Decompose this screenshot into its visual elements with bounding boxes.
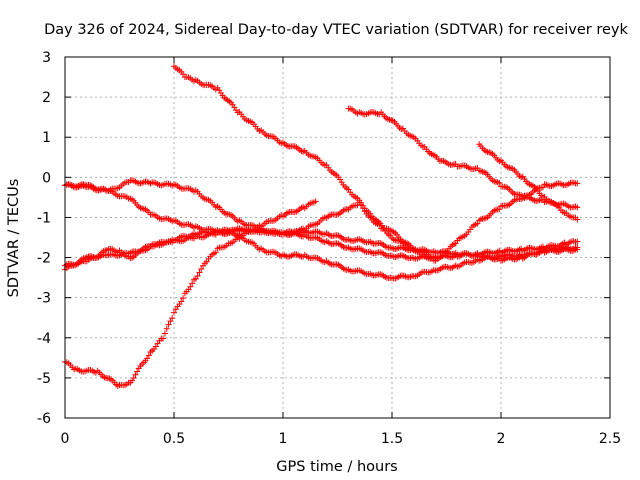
y-tick-label: -6 (37, 411, 51, 427)
series-track-6 (62, 198, 319, 390)
data-point (496, 206, 503, 213)
series-track-8 (62, 225, 581, 273)
data-point (163, 325, 170, 332)
x-tick-label: 1 (279, 431, 288, 447)
y-tick-label: 0 (42, 170, 51, 186)
data-point (539, 184, 546, 191)
data-point (160, 335, 167, 342)
data-point (574, 216, 581, 223)
data-point (574, 204, 581, 211)
data-markers (62, 63, 581, 390)
data-point (312, 198, 319, 205)
y-axis-label: SDTVAR / TECUs (6, 179, 22, 298)
y-tick-label: 1 (42, 130, 51, 146)
chart-title: Day 326 of 2024, Sidereal Day-to-day VTE… (44, 22, 628, 38)
x-tick-label: 2 (497, 431, 506, 447)
data-point (167, 318, 174, 325)
data-point (574, 180, 581, 187)
y-tick-label: -2 (37, 251, 51, 267)
data-point (180, 71, 187, 78)
data-point (496, 179, 503, 186)
y-tick-label: -4 (37, 331, 51, 347)
data-point (198, 265, 205, 272)
data-point (130, 374, 137, 381)
axis-ticks (64, 56, 611, 419)
data-point (171, 309, 177, 316)
data-point (134, 368, 141, 375)
y-tick-labels: -6 -5 -4 -3 -2 -1 0 1 2 3 (37, 50, 51, 427)
data-point (358, 201, 365, 208)
data-point (165, 321, 172, 328)
x-tick-label: 2.5 (599, 431, 621, 447)
data-point (574, 238, 581, 245)
data-point (212, 249, 219, 256)
data-point (180, 295, 187, 302)
data-point (189, 280, 196, 287)
data-point (359, 205, 366, 212)
series-track-3 (476, 141, 581, 223)
data-point (161, 330, 168, 337)
x-tick-labels: 0 0.5 1 1.5 2 2.5 (61, 431, 622, 447)
x-tick-label: 0.5 (163, 431, 185, 447)
plot-frame (64, 56, 611, 419)
data-point (169, 315, 176, 322)
data-point (145, 352, 152, 359)
grid (65, 57, 610, 418)
x-tick-label: 1.5 (381, 431, 403, 447)
data-point (574, 244, 581, 251)
data-point (474, 220, 481, 227)
y-tick-label: 3 (42, 50, 51, 66)
y-tick-label: -1 (37, 210, 51, 226)
data-point (187, 283, 194, 290)
data-point (132, 371, 139, 378)
x-tick-label: 0 (61, 431, 70, 447)
y-tick-label: -5 (37, 371, 51, 387)
y-tick-label: -3 (37, 291, 51, 307)
y-tick-label: 2 (42, 90, 51, 106)
data-point (194, 272, 201, 279)
x-axis-label: GPS time / hours (276, 459, 397, 475)
data-point (178, 298, 185, 305)
data-point (376, 221, 383, 228)
data-point (196, 269, 203, 276)
